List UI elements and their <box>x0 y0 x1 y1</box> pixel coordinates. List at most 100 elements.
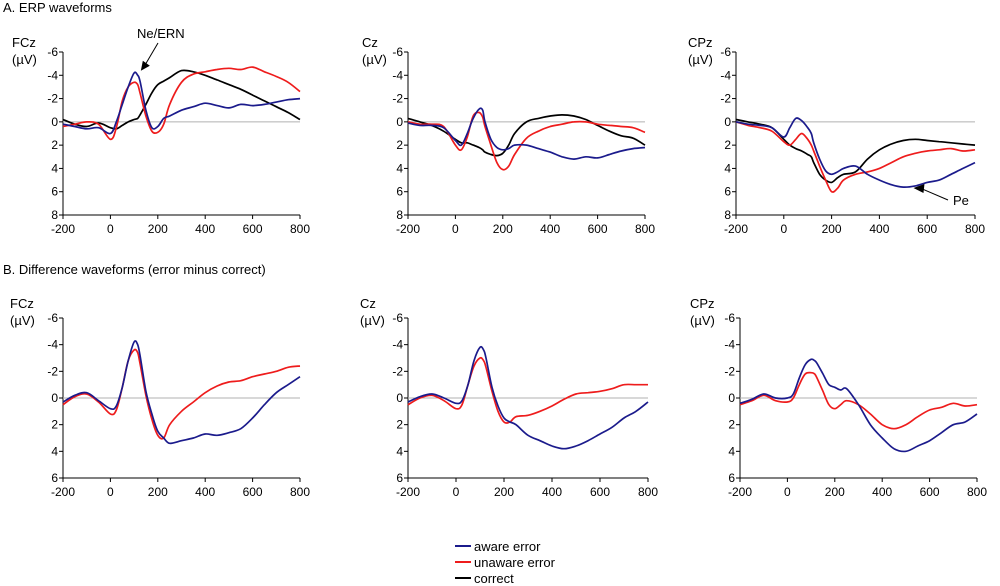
y-tick-label: 0 <box>51 391 58 405</box>
x-tick-label: -200 <box>728 485 752 499</box>
series-line-aware <box>62 71 301 135</box>
y-tick-label: -4 <box>392 68 403 82</box>
legend-item-unaware: unaware error <box>455 554 555 570</box>
x-tick-label: 0 <box>784 485 791 499</box>
y-tick-label: -6 <box>392 45 403 59</box>
x-tick-label: 400 <box>540 222 560 236</box>
x-tick-label: 0 <box>453 485 460 499</box>
y-tick-label: 4 <box>396 161 403 175</box>
y-tick-label: 4 <box>728 444 735 458</box>
x-tick-label: 200 <box>148 485 168 499</box>
x-tick-label: 200 <box>148 222 168 236</box>
panel-unit-label: (µV) <box>690 313 715 328</box>
panel-unit-label: (µV) <box>360 313 385 328</box>
y-tick-label: -6 <box>392 311 403 325</box>
series-line-correct <box>62 69 301 130</box>
y-tick-label: 4 <box>396 444 403 458</box>
legend: aware error unaware error correct <box>455 538 555 586</box>
series-line-unaware <box>735 121 976 193</box>
y-tick-label: 0 <box>396 391 403 405</box>
panel-title: CPz <box>690 296 715 311</box>
x-tick-label: 600 <box>243 485 263 499</box>
annotation-pe: Pe <box>953 193 969 208</box>
x-tick-label: 400 <box>195 485 215 499</box>
y-tick-label: -6 <box>47 311 58 325</box>
y-tick-label: 6 <box>724 185 731 199</box>
x-tick-label: 400 <box>195 222 215 236</box>
legend-item-correct: correct <box>455 570 555 586</box>
y-tick-label: 0 <box>728 391 735 405</box>
y-tick-label: -6 <box>724 311 735 325</box>
y-tick-label: 2 <box>728 418 735 432</box>
panel-title: CPz <box>688 35 713 50</box>
y-tick-label: 2 <box>724 138 731 152</box>
y-tick-label: -6 <box>47 45 58 59</box>
x-tick-label: 800 <box>965 222 985 236</box>
y-tick-label: 6 <box>51 471 58 485</box>
y-tick-label: 0 <box>51 115 58 129</box>
x-tick-label: 800 <box>290 485 310 499</box>
y-tick-label: -4 <box>47 338 58 352</box>
x-tick-label: -200 <box>724 222 748 236</box>
y-tick-label: 8 <box>51 208 58 222</box>
legend-swatch-aware <box>455 545 471 547</box>
x-tick-label: 800 <box>635 222 655 236</box>
panel-a-cz: Cz (µV) -6 -4 -2 0 2 4 6 8-200 0 200 400 600 800 <box>362 35 655 236</box>
x-tick-label: -200 <box>396 222 420 236</box>
panel-unit-label: (µV) <box>688 52 713 67</box>
y-tick-label: 2 <box>396 418 403 432</box>
x-tick-label: 800 <box>638 485 658 499</box>
series-line-correct <box>407 114 646 157</box>
y-tick-label: 8 <box>724 208 731 222</box>
annotation-arrowhead <box>140 60 150 71</box>
x-tick-label: 200 <box>825 485 845 499</box>
panel-unit-label: (µV) <box>10 313 35 328</box>
x-tick-label: 600 <box>588 222 608 236</box>
y-tick-label: 6 <box>396 471 403 485</box>
y-tick-label: 2 <box>51 138 58 152</box>
x-tick-label: 0 <box>780 222 787 236</box>
panel-title: Cz <box>360 296 376 311</box>
y-tick-label: 4 <box>51 444 58 458</box>
panel-b-cz: Cz (µV) -6 -4 -2 0 2 4 6-200 0 200 400 600 800 <box>360 296 658 499</box>
legend-swatch-correct <box>455 577 471 579</box>
panel-unit-label: (µV) <box>362 52 387 67</box>
annotation-arrowhead <box>913 184 925 194</box>
x-tick-label: -200 <box>51 222 75 236</box>
y-tick-label: -2 <box>720 92 731 106</box>
x-tick-label: -200 <box>51 485 75 499</box>
panel-a-fcz: FCz (µV) -6 -4 -2 0 2 4 6 8-200 0 200 400 600 800 Ne/ER… <box>12 26 310 236</box>
legend-swatch-unaware <box>455 561 471 563</box>
y-tick-label: 8 <box>396 208 403 222</box>
x-tick-label: 400 <box>869 222 889 236</box>
series-line-correct <box>735 118 976 184</box>
y-tick-label: -4 <box>47 68 58 82</box>
y-tick-label: -2 <box>392 92 403 106</box>
series-line-aware <box>407 345 649 450</box>
y-tick-label: 0 <box>724 115 731 129</box>
series-line-aware <box>735 117 976 188</box>
series-line-aware <box>62 340 301 445</box>
section-a-title: A. ERP waveforms <box>3 0 112 15</box>
y-tick-label: -2 <box>47 364 58 378</box>
x-tick-label: 600 <box>917 222 937 236</box>
panel-unit-label: (µV) <box>12 52 37 67</box>
panel-a-cpz: CPz (µV) -6 -4 -2 0 2 4 6 8-200 0 200 400 600 800 Pe <box>688 35 985 236</box>
x-tick-label: 400 <box>872 485 892 499</box>
y-tick-label: 6 <box>396 185 403 199</box>
x-tick-label: 0 <box>107 222 114 236</box>
annotation-arrow-line <box>922 188 949 201</box>
annotation-ne-ern: Ne/ERN <box>137 26 185 41</box>
y-tick-label: 2 <box>396 138 403 152</box>
x-tick-label: 0 <box>107 485 114 499</box>
y-tick-label: -4 <box>720 68 731 82</box>
series-line-aware <box>739 358 978 453</box>
panel-b-cpz: CPz (µV) -6 -4 -2 0 2 4 6-200 0 200 400 600 800 <box>690 296 987 499</box>
panel-title: FCz <box>10 296 34 311</box>
y-tick-label: -6 <box>720 45 731 59</box>
legend-label-correct: correct <box>474 570 514 586</box>
y-tick-label: 2 <box>51 418 58 432</box>
x-tick-label: 200 <box>493 222 513 236</box>
x-tick-label: 200 <box>822 222 842 236</box>
